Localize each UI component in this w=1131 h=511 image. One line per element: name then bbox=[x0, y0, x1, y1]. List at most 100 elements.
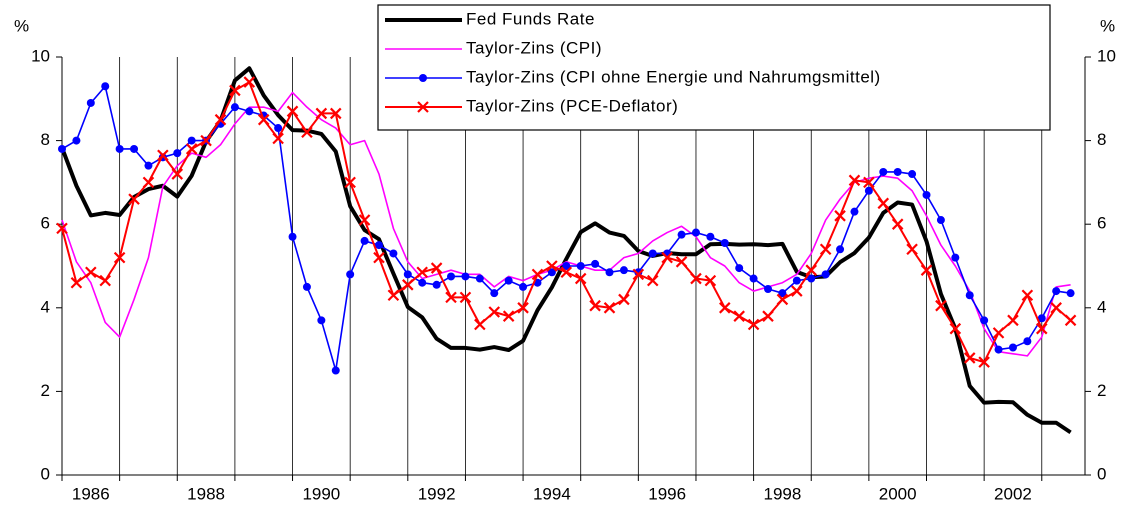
marker bbox=[56, 222, 68, 235]
marker bbox=[1052, 287, 1061, 296]
marker bbox=[416, 266, 428, 279]
x-tick-label: 1996 bbox=[648, 484, 686, 503]
legend: Fed Funds Rate Taylor-Zins (CPI) Taylor-Zi… bbox=[377, 4, 1051, 131]
marker bbox=[591, 259, 600, 268]
y-tick-label: 4 bbox=[41, 297, 50, 316]
marker bbox=[488, 306, 501, 318]
marker bbox=[200, 134, 212, 147]
marker bbox=[747, 318, 760, 331]
marker bbox=[963, 352, 976, 364]
marker bbox=[776, 293, 789, 306]
marker bbox=[1066, 289, 1075, 298]
y-tick-label: 6 bbox=[41, 214, 50, 233]
x-tick-label: 2000 bbox=[879, 484, 917, 503]
marker bbox=[315, 107, 328, 120]
marker bbox=[86, 98, 95, 107]
marker bbox=[922, 190, 931, 199]
marker bbox=[230, 103, 239, 112]
marker bbox=[778, 289, 787, 298]
y-tick-label: 2 bbox=[41, 381, 50, 400]
marker bbox=[704, 274, 717, 287]
marker bbox=[690, 272, 702, 285]
marker bbox=[85, 266, 97, 279]
marker bbox=[805, 264, 818, 276]
marker bbox=[274, 124, 283, 133]
marker bbox=[836, 245, 845, 254]
y-tick-label: 0 bbox=[41, 464, 50, 483]
marker bbox=[965, 291, 974, 300]
marker bbox=[128, 193, 140, 205]
y2-tick-label: 8 bbox=[1097, 130, 1106, 149]
marker bbox=[272, 132, 284, 145]
marker bbox=[560, 266, 573, 279]
marker bbox=[632, 268, 645, 281]
marker bbox=[331, 366, 340, 375]
marker bbox=[173, 149, 182, 158]
x-tick-label: 1988 bbox=[187, 484, 225, 503]
marker bbox=[576, 262, 585, 270]
marker bbox=[906, 243, 918, 256]
marker bbox=[402, 279, 414, 291]
marker bbox=[531, 268, 544, 281]
marker bbox=[949, 322, 962, 335]
marker bbox=[1021, 289, 1034, 302]
marker bbox=[764, 284, 773, 293]
marker bbox=[373, 251, 385, 264]
y2-tick-label: 10 bbox=[1097, 46, 1116, 65]
marker bbox=[490, 289, 499, 298]
marker bbox=[733, 310, 745, 322]
marker bbox=[605, 268, 614, 277]
marker bbox=[677, 230, 686, 239]
marker bbox=[661, 251, 673, 264]
marker bbox=[994, 345, 1003, 354]
marker bbox=[504, 276, 513, 285]
marker bbox=[142, 176, 155, 189]
x-tick-label: 1994 bbox=[533, 484, 571, 503]
marker bbox=[286, 105, 299, 118]
y2-tick-label: 6 bbox=[1097, 214, 1106, 233]
marker bbox=[1035, 322, 1048, 335]
marker bbox=[879, 167, 888, 176]
marker bbox=[719, 302, 731, 314]
marker bbox=[980, 316, 989, 325]
marker bbox=[762, 310, 774, 322]
marker bbox=[257, 113, 270, 126]
marker bbox=[691, 228, 700, 237]
legend-marker bbox=[419, 74, 427, 82]
marker bbox=[459, 291, 472, 304]
marker bbox=[562, 262, 571, 270]
marker bbox=[185, 143, 198, 155]
marker bbox=[389, 249, 398, 258]
marker bbox=[144, 161, 153, 170]
marker bbox=[70, 276, 83, 289]
marker bbox=[387, 289, 400, 302]
marker bbox=[1050, 302, 1062, 314]
marker bbox=[374, 241, 383, 250]
marker bbox=[519, 282, 528, 291]
marker bbox=[792, 276, 801, 285]
x-tick-label: 1986 bbox=[72, 484, 110, 503]
marker bbox=[115, 144, 124, 153]
marker bbox=[1037, 314, 1046, 323]
marker bbox=[547, 268, 556, 277]
marker bbox=[447, 272, 456, 281]
marker bbox=[648, 249, 657, 258]
marker bbox=[936, 216, 945, 225]
marker bbox=[1023, 337, 1032, 346]
marker bbox=[157, 149, 169, 162]
x-tick-label: 1998 bbox=[764, 484, 802, 503]
marker bbox=[850, 207, 859, 216]
marker bbox=[546, 260, 558, 272]
marker bbox=[791, 285, 803, 297]
y2-tick-label: 0 bbox=[1097, 464, 1106, 483]
marker bbox=[474, 318, 486, 331]
marker bbox=[72, 136, 81, 145]
marker bbox=[187, 136, 196, 145]
marker bbox=[517, 302, 529, 314]
marker bbox=[821, 270, 830, 279]
marker bbox=[113, 251, 126, 264]
marker bbox=[935, 299, 947, 312]
marker bbox=[101, 82, 110, 91]
marker bbox=[1064, 314, 1077, 327]
marker bbox=[603, 302, 616, 314]
